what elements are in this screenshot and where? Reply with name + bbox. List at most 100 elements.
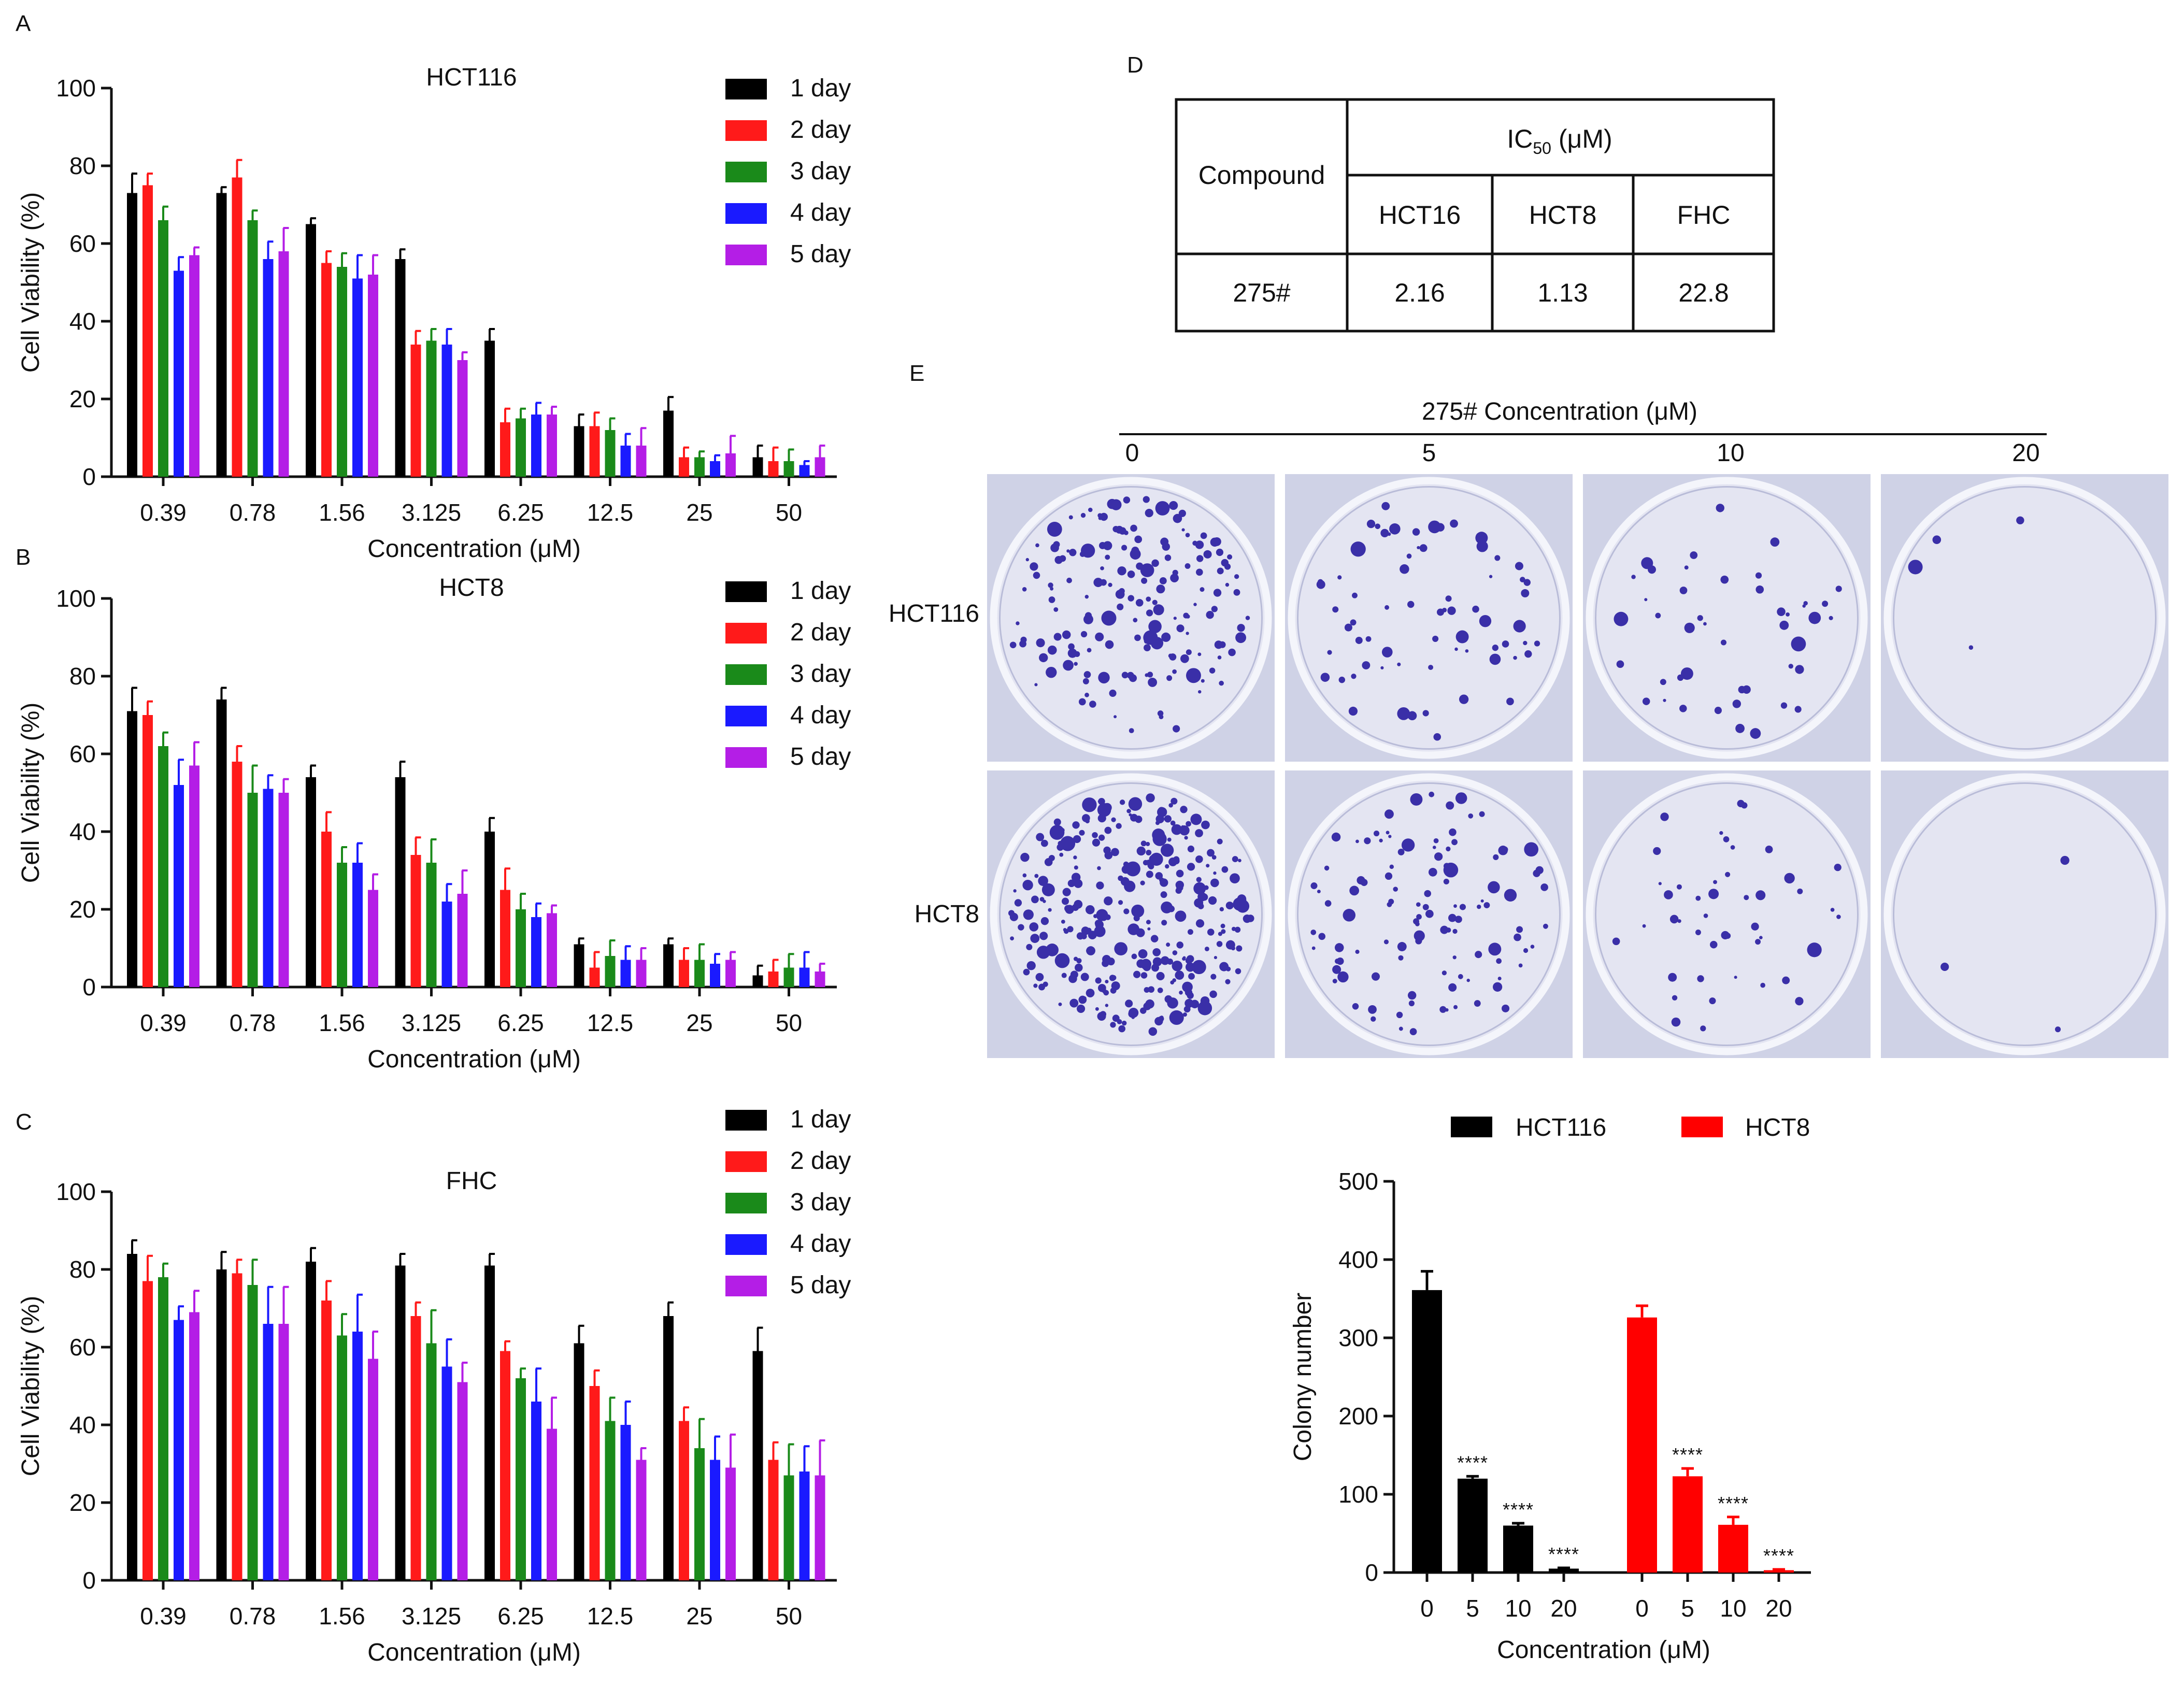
bar-4day-50 [799, 465, 810, 477]
colony-dot [1111, 981, 1120, 991]
x-tick-label: 0 [1635, 1595, 1649, 1622]
bar-1day-0.39 [127, 711, 137, 987]
colony-dot [1233, 897, 1247, 911]
colony-dot [1172, 569, 1178, 576]
colony-dot [1030, 934, 1040, 943]
colony-dot [1432, 846, 1436, 849]
colony-dot [1725, 871, 1731, 877]
chart-title: FHC [446, 1167, 497, 1195]
colony-dot [1181, 528, 1185, 532]
colony-dot [1502, 1004, 1510, 1012]
bar-4day-25 [710, 1460, 720, 1580]
colony-dot [1185, 533, 1190, 538]
colony-dot [1111, 817, 1116, 822]
colony-dot [1751, 922, 1759, 931]
colony-dot [1217, 655, 1222, 660]
colony-dot [1716, 504, 1724, 512]
colony-dot [1144, 638, 1150, 644]
colony-dot [1738, 685, 1746, 694]
colony-dot [1332, 606, 1339, 613]
colony-dot [1066, 549, 1070, 553]
colony-dot [1398, 1026, 1403, 1031]
colony-dot [1088, 803, 1093, 809]
bar-5day-0.39 [189, 1312, 199, 1580]
colony-dot [1211, 855, 1217, 860]
colony-dot [1719, 831, 1723, 835]
bar-5day-0.78 [278, 251, 289, 477]
x-axis-label: Concentration (μM) [1497, 1636, 1710, 1664]
y-tick-label: 100 [56, 585, 96, 612]
x-axis-label: Concentration (μM) [367, 535, 581, 563]
colony-dot [1173, 617, 1177, 620]
colony-dot [1416, 914, 1422, 920]
colony-dot [1236, 907, 1239, 910]
colony-dot [1102, 803, 1112, 812]
colony-dot [1324, 865, 1330, 871]
colony-dot [1201, 893, 1208, 901]
colony-dot [1397, 848, 1405, 855]
colony-conc-10: 10 [1717, 439, 1744, 467]
colony-conc-0: 0 [1125, 439, 1139, 467]
colony-dot [1084, 692, 1089, 697]
colony-dot [1324, 900, 1332, 907]
colony-dot [1131, 904, 1145, 918]
colony-dot [1371, 972, 1380, 981]
legend-swatch-3day [725, 162, 767, 182]
y-tick-label: 80 [69, 663, 96, 690]
colony-dot [1098, 834, 1105, 841]
colony-dot [1110, 1022, 1116, 1028]
colony-dot [1173, 725, 1180, 733]
colony-dot [1097, 1012, 1106, 1021]
colony-dot [1148, 620, 1162, 634]
legend-label: 1 day [790, 577, 851, 605]
colony-dot [1380, 528, 1389, 537]
colony-dot [1940, 962, 1949, 971]
colony-dot [1466, 978, 1470, 982]
colony-dot [1184, 563, 1191, 569]
colony-dot [1063, 660, 1074, 671]
petri-dish-rim [1297, 486, 1561, 750]
colony-bar-HCT116-10 [1503, 1525, 1533, 1573]
colony-dot [1709, 997, 1716, 1005]
bar-3day-12.5 [605, 956, 616, 987]
colony-dot [1401, 838, 1415, 852]
colony-dot [1157, 987, 1163, 993]
colony-dot [1489, 653, 1501, 665]
colony-dot [1072, 821, 1080, 829]
colony-dot [1219, 907, 1224, 912]
colony-dot [1393, 887, 1398, 892]
colony-dot [1327, 650, 1332, 655]
colony-dot [1067, 905, 1073, 910]
bar-3day-50 [783, 1475, 794, 1580]
table-cell-hct8: 1.13 [1537, 278, 1588, 307]
bar-5day-12.5 [636, 960, 647, 987]
colony-dot [1452, 955, 1457, 960]
colony-dot [1063, 927, 1067, 932]
colony-dot [1724, 933, 1731, 939]
colony-dot [1170, 820, 1176, 826]
colony-dot [1161, 920, 1167, 926]
ic50-table: Compound IC50 (μM) HCT16 HCT8 FHC 275# 2… [1175, 98, 1775, 333]
petri-dish-rim [1595, 782, 1859, 1046]
colony-dot [1083, 671, 1091, 678]
colony-dot [1048, 582, 1053, 588]
colony-dot [1355, 637, 1363, 644]
colony-dot [1108, 582, 1112, 588]
bar-5day-1.56 [368, 890, 378, 987]
colony-dot [1040, 839, 1048, 847]
petri-dish-rim [999, 486, 1263, 750]
table-row-label: 275# [1233, 278, 1290, 307]
colony-dot [1186, 668, 1201, 683]
colony-dot [1039, 897, 1045, 902]
colony-dot [1046, 666, 1057, 678]
colony-dot [1101, 610, 1117, 626]
colony-dot [1148, 986, 1155, 993]
colony-dot [1176, 869, 1184, 878]
colony-dot [1518, 963, 1523, 968]
colony-dot [1048, 908, 1052, 912]
colony-dot [1221, 929, 1226, 934]
colony-dot [1170, 797, 1178, 805]
colony-dot [1172, 961, 1183, 971]
chart-title: HCT8 [439, 574, 504, 602]
colony-dot [1172, 950, 1178, 955]
